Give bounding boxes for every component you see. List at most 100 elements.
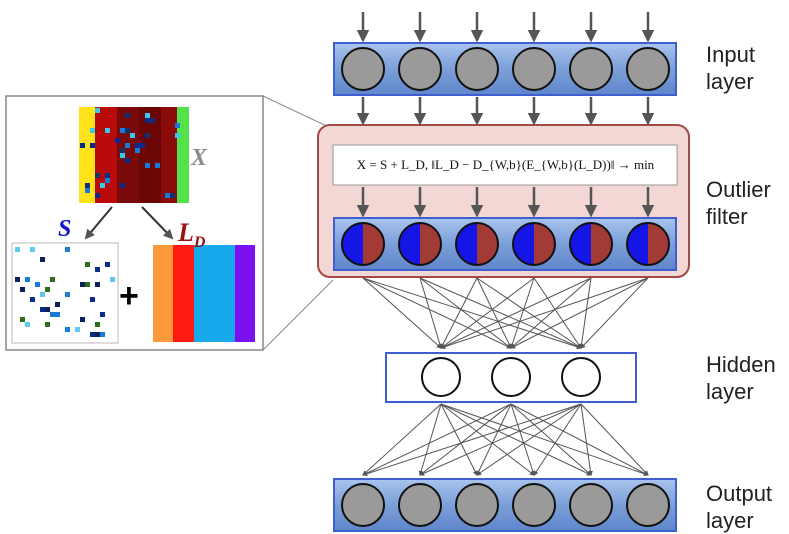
- filter-node: [455, 222, 499, 266]
- x-noise-dot: [140, 143, 145, 148]
- input-node: [455, 47, 499, 91]
- s-noise-dot: [65, 247, 70, 252]
- s-noise-dot: [105, 262, 110, 267]
- x-noise-dot: [115, 138, 120, 143]
- x-noise-dot: [175, 123, 180, 128]
- s-noise-dot: [50, 277, 55, 282]
- output-node: [512, 483, 556, 527]
- filter-to-hidden-edge: [580, 277, 649, 349]
- loss-formula-text: X = S + L_D, ‖L_D − D_{W,b}(E_{W,b}(L_D)…: [356, 157, 655, 172]
- input-node: [569, 47, 613, 91]
- hidden-to-output-edge: [419, 403, 512, 476]
- hidden-to-output-edge: [362, 403, 442, 476]
- s-noise-dot: [35, 282, 40, 287]
- connections: [356, 12, 655, 477]
- filter-to-hidden-edge: [510, 277, 592, 349]
- filter-node: [341, 222, 385, 266]
- s-noise-dot: [45, 307, 50, 312]
- s-noise-dot: [40, 292, 45, 297]
- s-matrix-image: [15, 247, 115, 337]
- input-node: [341, 47, 385, 91]
- filter-to-hidden-edge: [362, 277, 442, 349]
- s-noise-dot: [30, 247, 35, 252]
- filter-node: [626, 222, 670, 266]
- s-noise-dot: [20, 287, 25, 292]
- filter-to-hidden-edge: [440, 277, 478, 349]
- x-noise-dot: [120, 148, 125, 153]
- x-stripe: [139, 107, 161, 203]
- x-noise-dot: [105, 173, 110, 178]
- ld-label-main: L: [178, 218, 194, 247]
- s-noise-dot: [50, 312, 55, 317]
- x-noise-dot: [165, 193, 170, 198]
- ld-stripe: [235, 245, 255, 342]
- s-noise-dot: [25, 322, 30, 327]
- s-noise-dot: [65, 292, 70, 297]
- x-noise-dot: [120, 153, 125, 158]
- x-noise-dot: [105, 128, 110, 133]
- s-noise-dot: [40, 307, 45, 312]
- output-node: [626, 483, 670, 527]
- filter-to-hidden-edge: [419, 277, 582, 349]
- x-noise-dot: [135, 143, 140, 148]
- ld-label-sub: D: [193, 234, 206, 252]
- x-noise-dot: [150, 118, 155, 123]
- x-noise-dot: [175, 133, 180, 138]
- ld-stripe: [214, 245, 235, 342]
- input-layer-box: [333, 42, 677, 96]
- output-node: [398, 483, 442, 527]
- outlier-filter-label: Outlier filter: [706, 177, 771, 229]
- filter-to-hidden-edge: [440, 277, 592, 349]
- x-noise-dot: [120, 183, 125, 188]
- x-noise-dot: [125, 128, 130, 133]
- hidden-to-output-edge: [440, 403, 592, 476]
- s-noise-dot: [85, 262, 90, 267]
- s-noise-dot: [45, 322, 50, 327]
- s-noise-dot: [80, 282, 85, 287]
- filter-to-hidden-edge: [476, 277, 512, 349]
- s-noise-dot: [95, 332, 100, 337]
- s-label: S: [58, 216, 72, 242]
- x-noise-dot: [130, 133, 135, 138]
- x-noise-dot: [95, 193, 100, 198]
- s-noise-dot: [95, 282, 100, 287]
- x-noise-dot: [80, 143, 85, 148]
- x-noise-dot: [95, 173, 100, 178]
- hidden-to-output-edge: [476, 403, 512, 476]
- x-noise-dot: [105, 178, 110, 183]
- x-noise-dot: [85, 183, 90, 188]
- x-label: X: [191, 145, 208, 171]
- hidden-to-output-edge: [440, 403, 649, 477]
- hidden-node: [421, 357, 461, 397]
- filter-to-hidden-edge: [362, 277, 582, 350]
- x-noise-dot: [85, 188, 90, 193]
- x-noise-dot: [100, 183, 105, 188]
- x-stripe: [95, 107, 117, 203]
- x-stripe: [161, 107, 177, 203]
- x-noise-dot: [135, 148, 140, 153]
- input-node: [398, 47, 442, 91]
- filter-node: [398, 222, 442, 266]
- hidden-to-output-edge: [510, 403, 536, 476]
- hidden-to-output-edge: [580, 403, 649, 476]
- hidden-to-output-edge: [476, 403, 582, 476]
- ld-stripe: [153, 245, 173, 342]
- s-noise-dot: [100, 332, 105, 337]
- x-noise-dot: [145, 113, 150, 118]
- filter-to-hidden-edge: [419, 277, 443, 349]
- s-noise-dot: [25, 277, 30, 282]
- filter-node: [512, 222, 556, 266]
- output-layer-label: Output layer: [706, 481, 773, 533]
- x-noise-dot: [90, 128, 95, 133]
- nodes: [341, 47, 670, 527]
- loss-formula: X = S + L_D, ‖L_D − D_{W,b}(E_{W,b}(L_D)…: [335, 147, 676, 183]
- x-noise-dot: [125, 113, 130, 118]
- x-matrix-image: [79, 107, 189, 203]
- input-node: [512, 47, 556, 91]
- hidden-node: [561, 357, 601, 397]
- hidden-to-output-edge: [510, 403, 649, 476]
- x-stripe: [177, 107, 189, 203]
- s-noise-dot: [110, 277, 115, 282]
- filter-to-hidden-edge: [419, 277, 512, 349]
